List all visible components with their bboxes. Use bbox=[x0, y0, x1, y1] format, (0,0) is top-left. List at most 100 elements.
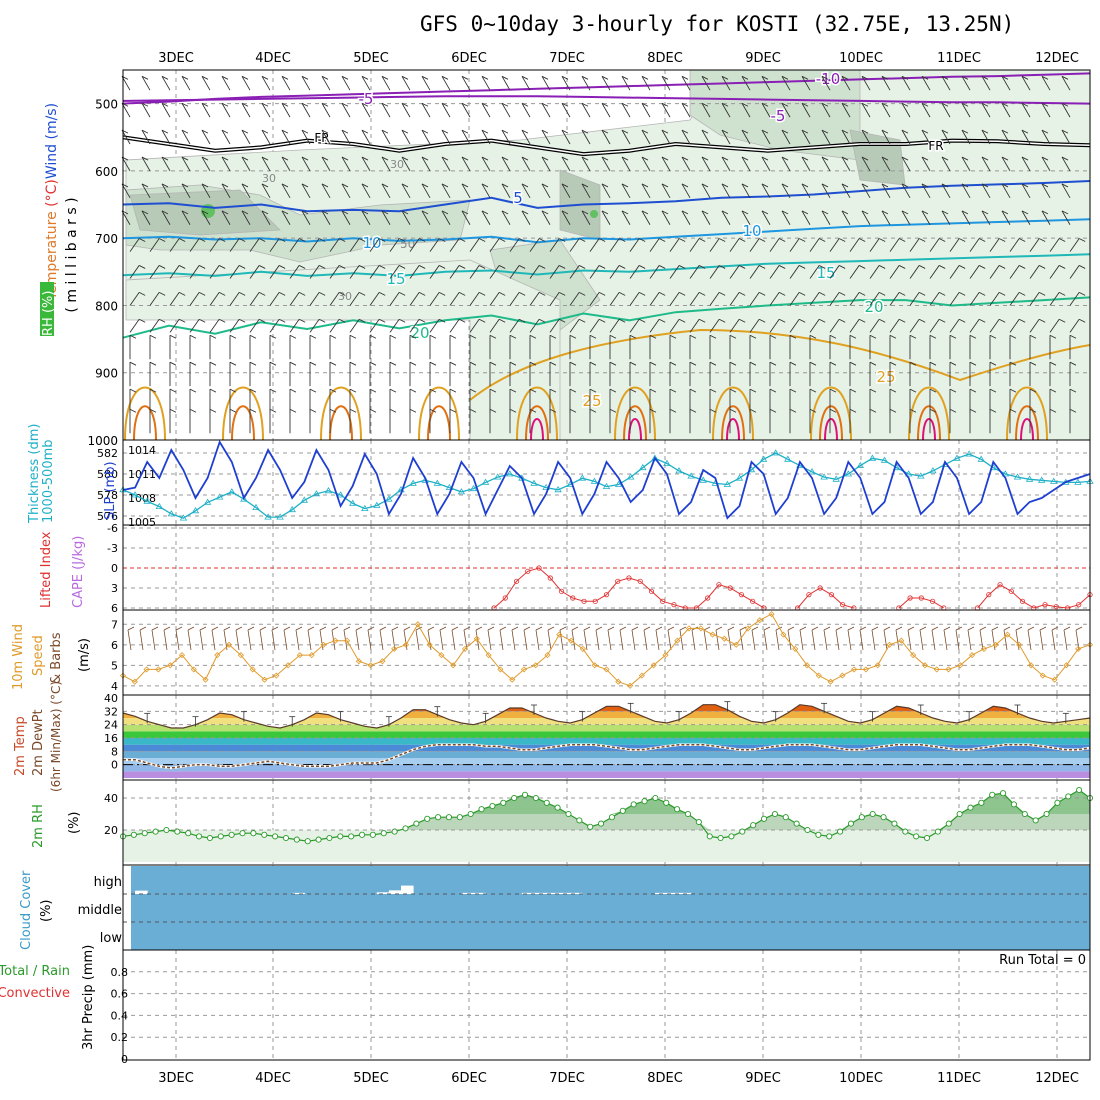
wind-barb bbox=[1049, 318, 1060, 333]
wind-ylabel-group2: Speed bbox=[31, 635, 46, 676]
rh2m-point bbox=[315, 836, 322, 843]
li-ylabel-group: Lifted Index bbox=[39, 531, 54, 608]
wind-barb bbox=[881, 103, 891, 118]
wind-barb bbox=[509, 292, 520, 306]
profile-ylabel-part: Wind bbox=[44, 144, 60, 179]
wind-barb bbox=[309, 318, 320, 333]
wind-speed-point bbox=[285, 662, 292, 669]
wind-barb bbox=[309, 265, 320, 279]
wind-barb bbox=[761, 129, 771, 145]
surface-wind-barb-flag bbox=[211, 626, 219, 631]
lifted-index-line bbox=[493, 567, 765, 609]
wind-barb bbox=[1021, 76, 1031, 91]
rh-background bbox=[123, 830, 1090, 862]
wind-barb-flag bbox=[461, 129, 469, 134]
wind-barb bbox=[401, 156, 411, 172]
wind-barb bbox=[389, 292, 400, 306]
thickness-tick-label: 576 bbox=[97, 510, 118, 523]
wind-barb-flag bbox=[538, 238, 546, 242]
wind-barb bbox=[789, 318, 800, 333]
wind-barb bbox=[561, 129, 571, 145]
wind-barb bbox=[829, 292, 840, 306]
wind-barb-flag bbox=[301, 210, 309, 215]
wind-barb-flag bbox=[1061, 129, 1069, 134]
wind-tick-label: 5 bbox=[111, 659, 118, 672]
x-tick-label-top: 5DEC bbox=[353, 51, 389, 66]
x-tick-label-top: 3DEC bbox=[158, 51, 194, 66]
wind-barb-flag bbox=[869, 408, 877, 413]
pressure-tick-label: 900 bbox=[95, 367, 118, 381]
wind-barb bbox=[429, 318, 440, 333]
wind-barb bbox=[389, 238, 400, 252]
wind-barb-flag bbox=[449, 408, 457, 413]
thickness-point bbox=[1037, 476, 1046, 483]
wind-barb bbox=[649, 265, 660, 279]
thickness-point bbox=[276, 513, 284, 520]
thickness-point bbox=[929, 467, 937, 474]
wind-barb-flag bbox=[861, 129, 869, 134]
wind-barb-flag bbox=[441, 129, 449, 134]
surface-wind-barb-flag bbox=[571, 626, 579, 631]
wind-barb bbox=[969, 265, 980, 279]
wind-barb-flag bbox=[189, 334, 197, 339]
wind-barb bbox=[1009, 265, 1020, 279]
surface-wind-barb-flag bbox=[439, 626, 447, 631]
wind-barb bbox=[509, 318, 520, 333]
rh2m-point bbox=[424, 815, 431, 822]
wind-barb bbox=[289, 318, 300, 333]
surface-wind-barb bbox=[835, 629, 840, 651]
wind-barb bbox=[869, 238, 880, 252]
wind-barb bbox=[401, 76, 411, 91]
wind-barb bbox=[349, 292, 360, 306]
surface-wind-barb bbox=[523, 629, 528, 651]
wind-barb bbox=[909, 265, 920, 279]
wind-barb bbox=[809, 292, 820, 306]
surface-wind-barb-flag bbox=[511, 626, 519, 631]
wind-barb-flag bbox=[1009, 388, 1017, 393]
wind-barb bbox=[161, 76, 171, 91]
li-tick-label: 0 bbox=[111, 562, 118, 575]
wind-barb-flag bbox=[621, 210, 629, 215]
wind-barb-flag bbox=[769, 334, 777, 339]
lifted-index-point bbox=[648, 588, 655, 594]
wind-barb-flag bbox=[481, 210, 489, 215]
wind-barb-flag bbox=[141, 102, 149, 107]
wind-barb bbox=[501, 76, 511, 91]
wind-barb-flag bbox=[849, 388, 857, 393]
wind-barb bbox=[621, 156, 631, 172]
rh2m-point bbox=[728, 833, 735, 840]
wind-barb bbox=[581, 103, 591, 118]
wind-barb bbox=[281, 156, 291, 172]
wind-barb-flag bbox=[729, 361, 737, 366]
wind-barb bbox=[441, 156, 451, 172]
profile-ylabel: Temperature (°C)Wind (m/s) bbox=[44, 103, 60, 301]
wind-barb-flag bbox=[721, 156, 729, 161]
temp-contour-25 bbox=[516, 386, 558, 441]
wind-barb-flag bbox=[318, 291, 326, 296]
thickness-point bbox=[675, 467, 683, 474]
surface-wind-barb bbox=[943, 629, 948, 651]
wind-barb bbox=[269, 318, 280, 333]
wind-barb bbox=[881, 210, 891, 225]
wind-barb-flag bbox=[409, 361, 417, 366]
wind-speed-point bbox=[627, 682, 634, 689]
wind-barb-flag bbox=[949, 334, 957, 339]
wind-barb-flag bbox=[181, 156, 189, 161]
surface-wind-barb bbox=[571, 629, 576, 651]
wind-barb-flag bbox=[278, 291, 286, 296]
surface-wind-barb-flag bbox=[667, 626, 675, 631]
lifted-index-point bbox=[1019, 598, 1026, 604]
wind-barb-flag bbox=[1058, 265, 1066, 269]
x-tick-label-top: 4DEC bbox=[255, 51, 291, 66]
wind-barb bbox=[781, 183, 791, 199]
wind-barb bbox=[361, 129, 371, 145]
wind-barb bbox=[649, 292, 660, 306]
wind-barb bbox=[529, 292, 540, 306]
wind-barb bbox=[869, 292, 880, 306]
wind-barb-flag bbox=[249, 408, 257, 413]
wind-speed-point bbox=[308, 652, 315, 659]
wind-barb-flag bbox=[329, 334, 337, 339]
thickness-point bbox=[203, 498, 212, 505]
wind-barb-flag bbox=[1001, 210, 1009, 215]
wind-barb bbox=[169, 318, 180, 333]
